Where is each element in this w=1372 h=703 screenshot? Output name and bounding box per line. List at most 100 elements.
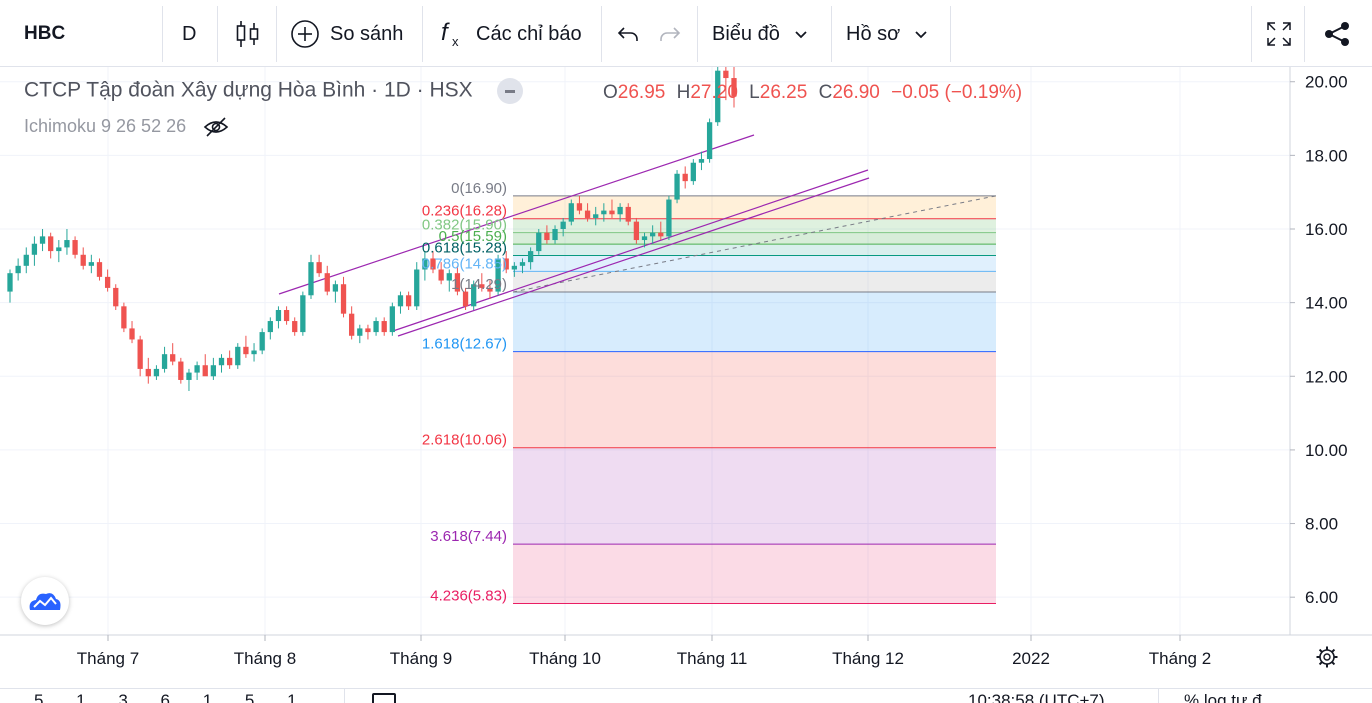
candle-body <box>104 276 111 288</box>
channel-line[interactable] <box>278 134 755 295</box>
share-button[interactable] <box>1322 8 1352 60</box>
candle <box>519 258 526 274</box>
candle <box>64 229 70 255</box>
redo-button[interactable] <box>658 8 682 60</box>
candlestick-series <box>7 67 737 391</box>
candle-body <box>633 221 640 241</box>
interval-button[interactable]: D <box>182 22 197 45</box>
candle-body <box>536 232 542 252</box>
share-icon <box>1325 22 1349 46</box>
time-scale-background[interactable] <box>0 635 1372 688</box>
candle-body <box>267 321 273 333</box>
profile-menu-button[interactable]: Hồ sơ <box>846 8 930 60</box>
fibonacci-labels: 0(16.90) 0.236(16.28)0.382(15.90)0.5(15.5… <box>422 180 507 605</box>
channel-line[interactable] <box>397 177 870 337</box>
candle <box>405 291 412 310</box>
chart-menu-button[interactable]: Biểu đồ <box>712 8 810 60</box>
candle-body <box>324 273 330 292</box>
candle-style-button[interactable] <box>232 8 264 60</box>
fib-trend-line[interactable] <box>512 195 997 293</box>
price-axis[interactable]: 20.00 18.00 16.00 14.00 12.00 10.00 8.00 6.00 <box>1289 67 1372 703</box>
candle-body <box>292 321 298 333</box>
candle <box>544 225 550 244</box>
candle <box>430 251 436 274</box>
indicators-button[interactable]: f x Các chỉ báo <box>440 8 582 60</box>
candle <box>23 247 29 274</box>
candle <box>650 225 656 244</box>
candle <box>365 324 371 340</box>
compare-label: So sánh <box>330 22 404 45</box>
candle-body <box>64 240 70 248</box>
candle-body <box>210 365 217 377</box>
compare-button[interactable]: So sánh <box>290 8 403 60</box>
undo-button[interactable] <box>616 8 640 60</box>
toolbar-divider <box>162 6 163 62</box>
candle-body <box>503 258 509 270</box>
candle-body <box>487 287 493 292</box>
time-tick-label: Tháng 11 <box>677 649 748 668</box>
symbol-button[interactable]: HBC <box>24 23 66 44</box>
price-tick-label: 16.00 <box>1305 220 1348 239</box>
tradingview-logo-button[interactable] <box>21 577 69 625</box>
candle <box>560 217 566 237</box>
fib-level-label: 2.618(10.06) <box>422 432 507 449</box>
candle-body <box>145 368 151 377</box>
price-chart[interactable]: 0(16.90) 0.236(16.28)0.382(15.90)0.5(15.5… <box>0 67 1372 703</box>
candle-body <box>519 262 526 266</box>
clock-readout[interactable]: 10:38:58 (UTC+7) <box>968 691 1105 703</box>
time-axis[interactable]: Tháng 7 Tháng 8 Tháng 9 Tháng 10 Tháng 11 Thá… <box>0 634 1372 688</box>
candle-body <box>690 162 696 182</box>
candle-body <box>357 328 363 336</box>
scale-options[interactable]: % log tự đ <box>1184 691 1262 703</box>
candle-body <box>454 273 461 292</box>
candle <box>706 118 713 163</box>
toolbar-divider <box>831 6 832 62</box>
candle <box>584 203 591 222</box>
candle-body <box>479 284 485 288</box>
settings-gear-icon[interactable] <box>1316 646 1338 668</box>
svg-text:x: x <box>452 34 459 49</box>
candle <box>536 229 542 255</box>
candle <box>373 317 379 336</box>
candle-body <box>96 262 103 277</box>
candle <box>682 166 688 189</box>
candle <box>414 262 420 310</box>
time-tick-label: Tháng 10 <box>529 649 601 668</box>
candle <box>202 354 208 377</box>
candle <box>576 195 583 215</box>
candle <box>259 328 265 355</box>
calendar-icon[interactable] <box>372 693 396 703</box>
candle <box>210 357 217 380</box>
candle <box>658 221 664 241</box>
price-tick-label: 10.00 <box>1305 441 1348 460</box>
time-tick-label: 2022 <box>1012 649 1050 668</box>
candle-body <box>283 310 290 322</box>
candle <box>511 262 518 277</box>
indicators-label: Các chỉ báo <box>476 22 582 45</box>
candle-body <box>88 262 94 266</box>
fib-level-label: 3.618(7.44) <box>430 528 507 545</box>
collapse-button[interactable] <box>496 78 523 104</box>
eye-hidden-icon[interactable] <box>203 116 229 138</box>
price-tick-label: 20.00 <box>1305 73 1348 92</box>
candle-body <box>15 265 21 274</box>
candle <box>137 335 143 377</box>
candle <box>31 236 38 266</box>
indicator-legend[interactable]: Ichimoku 9 26 52 26 <box>24 116 229 138</box>
candle <box>324 265 330 296</box>
chevron-down-icon <box>795 31 807 39</box>
fullscreen-button[interactable] <box>1265 8 1293 60</box>
fibonacci-extension[interactable] <box>512 195 997 604</box>
price-scale-background[interactable] <box>1290 67 1372 635</box>
candle <box>194 361 200 380</box>
range-buttons[interactable]: 5 1 3 6 1 5 1 <box>34 691 311 703</box>
candle <box>601 203 607 222</box>
candle <box>316 254 322 277</box>
candle-body <box>405 295 412 307</box>
top-toolbar: HBC D So sánh f x Các chỉ báo <box>0 0 1372 67</box>
candle-body <box>226 357 233 366</box>
toolbar-divider <box>276 6 277 62</box>
candle <box>503 251 509 274</box>
redo-icon <box>660 27 681 41</box>
fib-level-label: 0.786(14.85) <box>422 255 507 272</box>
